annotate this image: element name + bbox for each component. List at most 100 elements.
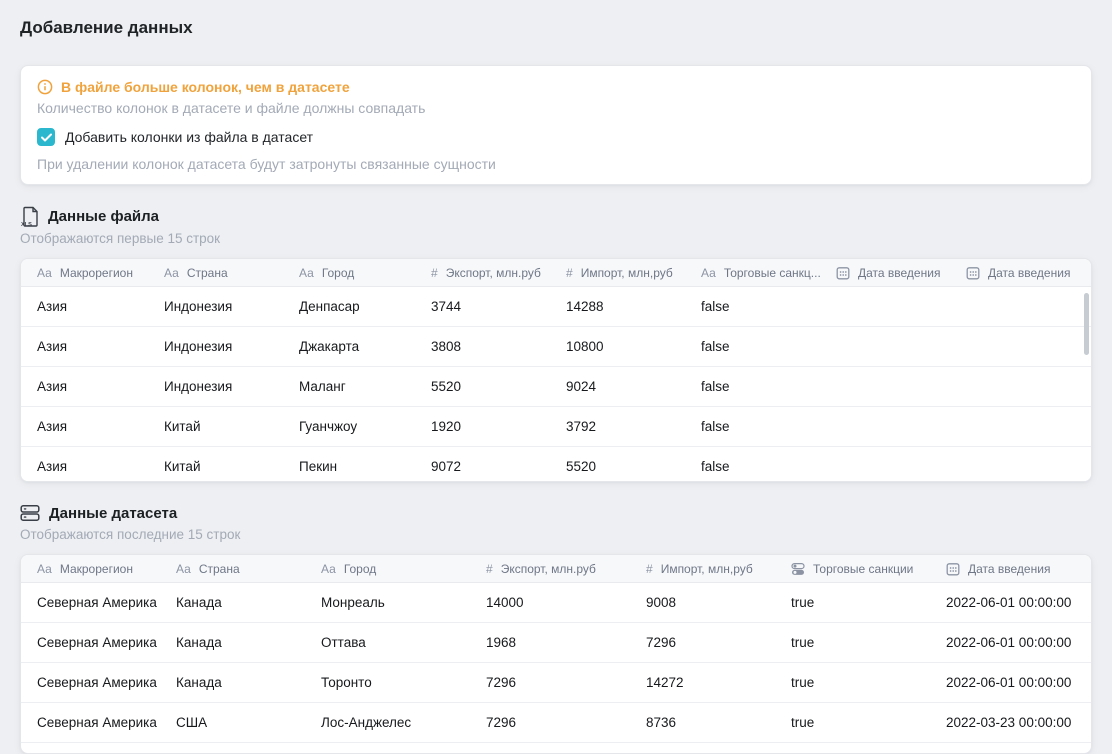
checkbox-label: Добавить колонки из файла в датасет — [65, 129, 313, 145]
file-data-section-header: XLS Данные файла — [20, 206, 1092, 227]
table-cell: 14000 — [470, 595, 630, 610]
table-cell: Джакарта — [283, 339, 415, 354]
table-cell: 14272 — [630, 675, 775, 690]
info-icon — [37, 79, 53, 95]
warning-subtitle: Количество колонок в датасете и файле до… — [37, 100, 1075, 116]
table-cell: false — [685, 339, 820, 354]
number-type-icon: # — [486, 562, 493, 576]
column-header: # Импорт, млн,руб — [630, 562, 775, 576]
scrollbar-thumb[interactable] — [1084, 293, 1089, 355]
column-label: Страна — [199, 562, 240, 576]
column-label: Макрорегион — [60, 266, 133, 280]
number-type-icon: # — [431, 266, 438, 280]
svg-text:XLS: XLS — [21, 222, 32, 227]
table-row: АзияКитайГуанчжоу19203792false — [21, 407, 1091, 447]
table-cell: Канада — [160, 675, 305, 690]
table-cell: Канада — [160, 635, 305, 650]
table-cell: 5520 — [415, 379, 550, 394]
table-cell: Азия — [21, 459, 148, 474]
table-cell: 8736 — [630, 715, 775, 730]
table-cell: Индонезия — [148, 379, 283, 394]
column-label: Дата введения — [988, 266, 1070, 280]
table-row: АзияКитайПекин90725520false — [21, 447, 1091, 482]
table-row: АзияИндонезияДенпасар374414288false — [21, 287, 1091, 327]
table-cell: Северная Америка — [21, 635, 160, 650]
add-columns-checkbox[interactable] — [37, 128, 55, 146]
checkmark-icon — [41, 133, 52, 142]
warning-title: В файле больше колонок, чем в датасете — [61, 79, 350, 95]
table-row: АзияИндонезияДжакарта380810800false — [21, 327, 1091, 367]
dataset-data-title: Данные датасета — [49, 505, 177, 522]
column-label: Экспорт, млн.руб — [501, 562, 596, 576]
table-cell: Гуанчжоу — [283, 419, 415, 434]
table-cell: Северная Америка — [21, 715, 160, 730]
table-cell: 10800 — [550, 339, 685, 354]
add-data-page: Добавление данных В файле больше колонок… — [0, 0, 1112, 754]
table-cell: 14288 — [550, 299, 685, 314]
column-header: Аа Страна — [148, 266, 283, 280]
date-type-icon — [966, 266, 980, 280]
table-cell: Пекин — [283, 459, 415, 474]
column-header: Аа Страна — [160, 562, 305, 576]
table-cell: Северная Америка — [21, 595, 160, 610]
table-row: Северная АмерикаКанадаМонреаль140009008t… — [21, 583, 1091, 623]
table-cell: true — [775, 715, 930, 730]
database-icon — [20, 503, 40, 523]
table-cell: Маланг — [283, 379, 415, 394]
text-type-icon: Аа — [299, 266, 314, 280]
column-label: Торговые санкц... — [724, 266, 820, 280]
column-label: Город — [322, 266, 354, 280]
text-type-icon: Аа — [176, 562, 191, 576]
column-label: Торговые санкции — [813, 562, 913, 576]
number-type-icon: # — [566, 266, 573, 280]
column-label: Дата введения — [858, 266, 940, 280]
column-header: АаМакрорегион — [21, 562, 160, 576]
columns-mismatch-warning-card: В файле больше колонок, чем в датасете К… — [20, 65, 1092, 185]
table-cell: 1968 — [470, 635, 630, 650]
number-type-icon: # — [646, 562, 653, 576]
column-header: АаТорговые санкц... — [685, 266, 820, 280]
table-cell: 2022-06-01 00:00:00 — [930, 595, 1092, 610]
column-header: # Импорт, млн,руб — [550, 266, 685, 280]
table-cell: Индонезия — [148, 339, 283, 354]
table-cell: Китай — [148, 419, 283, 434]
column-label: Импорт, млн,руб — [581, 266, 673, 280]
column-label: Дата введения — [968, 562, 1050, 576]
column-header: Аа Город — [283, 266, 415, 280]
table-cell: false — [685, 419, 820, 434]
column-header: АаГород — [305, 562, 470, 576]
table-cell: 3808 — [415, 339, 550, 354]
table-cell: 7296 — [630, 635, 775, 650]
dataset-data-subtitle: Отображаются последние 15 строк — [20, 527, 1092, 542]
table-row: АзияИндонезияМаланг55209024false — [21, 367, 1091, 407]
table-cell: Монреаль — [305, 595, 470, 610]
column-header: # Экспорт, млн.руб — [470, 562, 630, 576]
table-cell: false — [685, 459, 820, 474]
table-cell: false — [685, 379, 820, 394]
column-label: Импорт, млн,руб — [661, 562, 753, 576]
column-header: Дата введения — [930, 562, 1092, 576]
text-type-icon: Аа — [321, 562, 336, 576]
table-row: Северная АмерикаКанадаОттава19687296true… — [21, 623, 1091, 663]
dataset-data-table: АаМакрорегионАаСтранаАаГород#Экспорт, мл… — [20, 554, 1092, 754]
text-type-icon: Аа — [164, 266, 179, 280]
table-header-row: АаМакрорегионАаСтранаАаГород#Экспорт, мл… — [21, 555, 1091, 583]
table-header-row: АаМакрорегионАаСтранаАаГород#Экспорт, мл… — [21, 259, 1091, 287]
file-data-table: АаМакрорегионАаСтранаАаГород#Экспорт, мл… — [20, 258, 1092, 482]
file-table-vertical-scrollbar[interactable] — [1084, 289, 1089, 479]
column-header: #Экспорт, млн.руб — [415, 266, 550, 280]
boolean-type-icon — [791, 562, 805, 576]
table-cell: Азия — [21, 299, 148, 314]
table-cell: 5520 — [550, 459, 685, 474]
add-columns-checkbox-row[interactable]: Добавить колонки из файла в датасет — [37, 128, 313, 146]
page-title: Добавление данных — [20, 18, 1092, 38]
text-type-icon: Аа — [37, 562, 52, 576]
table-cell: Оттава — [305, 635, 470, 650]
table-cell: Китай — [148, 459, 283, 474]
table-cell: Азия — [21, 379, 148, 394]
table-cell: Канада — [160, 595, 305, 610]
dataset-data-section-header: Данные датасета — [20, 503, 1092, 523]
date-type-icon — [836, 266, 850, 280]
column-label: Страна — [187, 266, 228, 280]
table-cell: 1920 — [415, 419, 550, 434]
